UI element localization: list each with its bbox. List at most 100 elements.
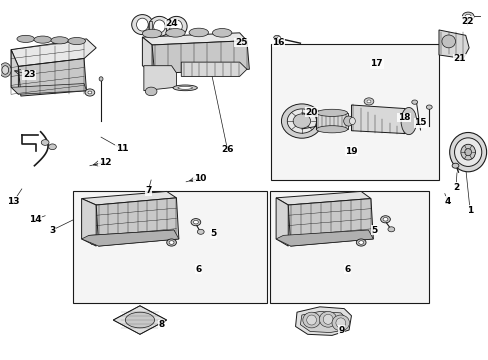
- Ellipse shape: [145, 87, 157, 96]
- Text: 16: 16: [272, 38, 284, 47]
- Ellipse shape: [125, 312, 154, 328]
- Ellipse shape: [449, 132, 486, 172]
- Ellipse shape: [169, 241, 174, 244]
- Ellipse shape: [165, 17, 187, 36]
- Polygon shape: [11, 39, 96, 66]
- Bar: [166, 21, 169, 31]
- Ellipse shape: [287, 109, 316, 133]
- Text: 2: 2: [452, 183, 458, 192]
- Ellipse shape: [380, 216, 389, 223]
- Ellipse shape: [142, 29, 162, 38]
- Text: 24: 24: [165, 19, 178, 28]
- Polygon shape: [11, 84, 86, 94]
- Ellipse shape: [189, 28, 208, 37]
- Ellipse shape: [306, 315, 316, 325]
- Ellipse shape: [366, 100, 370, 103]
- Ellipse shape: [441, 35, 455, 48]
- Text: 1: 1: [466, 206, 472, 215]
- Text: 12: 12: [99, 158, 111, 167]
- Text: 25: 25: [234, 38, 247, 47]
- Polygon shape: [276, 198, 287, 246]
- Ellipse shape: [461, 12, 473, 21]
- Polygon shape: [438, 30, 468, 59]
- Ellipse shape: [170, 20, 182, 33]
- Ellipse shape: [2, 66, 9, 74]
- Ellipse shape: [41, 140, 49, 145]
- Text: 18: 18: [397, 113, 409, 122]
- Ellipse shape: [99, 77, 103, 81]
- Ellipse shape: [0, 63, 11, 77]
- Ellipse shape: [165, 28, 185, 37]
- Text: 17: 17: [370, 59, 382, 68]
- Text: 21: 21: [452, 54, 465, 63]
- Polygon shape: [351, 105, 409, 134]
- Ellipse shape: [281, 104, 322, 138]
- Polygon shape: [11, 50, 19, 94]
- Polygon shape: [143, 66, 176, 91]
- Ellipse shape: [273, 35, 280, 40]
- Polygon shape: [276, 230, 372, 246]
- Bar: [73, 191, 267, 303]
- Text: 20: 20: [305, 108, 317, 117]
- Ellipse shape: [153, 20, 165, 33]
- Text: 23: 23: [23, 70, 35, 79]
- Text: 15: 15: [413, 118, 426, 127]
- Polygon shape: [142, 37, 152, 73]
- Ellipse shape: [382, 217, 387, 221]
- Text: 14: 14: [29, 215, 41, 224]
- Ellipse shape: [88, 91, 92, 94]
- Ellipse shape: [464, 14, 470, 18]
- Polygon shape: [81, 199, 96, 246]
- Ellipse shape: [51, 37, 68, 44]
- Ellipse shape: [166, 239, 176, 246]
- Ellipse shape: [17, 35, 34, 42]
- Ellipse shape: [212, 28, 231, 37]
- Ellipse shape: [323, 314, 332, 324]
- Ellipse shape: [411, 100, 417, 104]
- Ellipse shape: [426, 105, 431, 109]
- Ellipse shape: [302, 312, 320, 328]
- Ellipse shape: [358, 241, 363, 244]
- Polygon shape: [19, 59, 86, 96]
- Text: 9: 9: [338, 325, 344, 334]
- Ellipse shape: [319, 311, 336, 327]
- Ellipse shape: [48, 144, 56, 150]
- Text: 8: 8: [159, 320, 164, 329]
- Ellipse shape: [197, 229, 203, 234]
- Text: 6: 6: [195, 265, 201, 274]
- Ellipse shape: [148, 17, 170, 36]
- Ellipse shape: [460, 144, 474, 160]
- Ellipse shape: [343, 116, 353, 126]
- Ellipse shape: [292, 114, 310, 128]
- Ellipse shape: [277, 37, 281, 40]
- Text: 4: 4: [444, 197, 450, 206]
- Ellipse shape: [349, 117, 355, 125]
- Polygon shape: [181, 62, 246, 76]
- Text: 13: 13: [7, 197, 20, 206]
- Polygon shape: [295, 307, 351, 336]
- Polygon shape: [81, 192, 176, 205]
- Ellipse shape: [316, 126, 347, 133]
- Ellipse shape: [316, 109, 347, 116]
- Text: 19: 19: [345, 147, 357, 156]
- Ellipse shape: [173, 85, 197, 91]
- Polygon shape: [96, 198, 179, 246]
- Text: 26: 26: [221, 145, 233, 154]
- Bar: [271, 44, 438, 180]
- Ellipse shape: [193, 220, 198, 224]
- Polygon shape: [89, 230, 176, 244]
- Ellipse shape: [178, 86, 192, 89]
- Polygon shape: [81, 230, 179, 246]
- Ellipse shape: [331, 315, 349, 331]
- Text: 5: 5: [210, 229, 217, 238]
- Ellipse shape: [364, 98, 373, 105]
- Ellipse shape: [451, 163, 458, 168]
- Text: 5: 5: [371, 225, 377, 234]
- Polygon shape: [152, 41, 249, 73]
- Ellipse shape: [356, 239, 366, 246]
- Text: 3: 3: [49, 225, 56, 234]
- Bar: [270, 191, 428, 303]
- Ellipse shape: [68, 37, 85, 45]
- Ellipse shape: [454, 138, 481, 166]
- Text: 10: 10: [193, 174, 205, 183]
